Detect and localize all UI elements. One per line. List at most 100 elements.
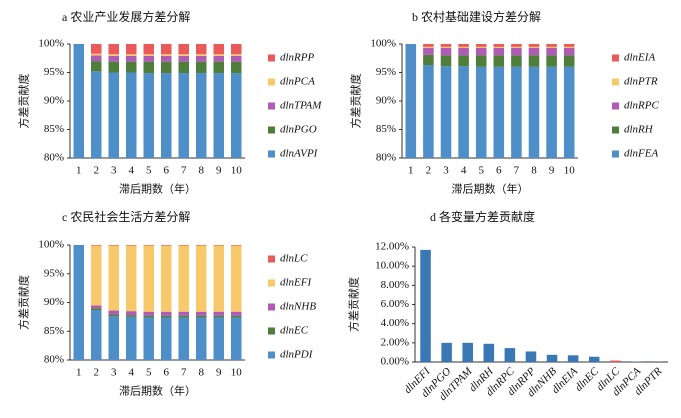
x-axis-label: 滞后期数（年）: [119, 182, 196, 196]
bar-segment: [231, 73, 242, 158]
legend-label: dlnLC: [280, 253, 308, 265]
x-tick-label: 1: [76, 165, 82, 177]
x-axis-label: 滞后期数（年）: [119, 384, 196, 398]
bar-segment: [91, 55, 102, 62]
x-tick-label: 3: [111, 165, 117, 177]
bar-segment: [143, 61, 154, 74]
bar-segment: [161, 54, 172, 56]
legend-swatch: [612, 102, 619, 110]
bar-segment: [196, 44, 207, 55]
bar: [567, 355, 579, 362]
bar-segment: [91, 309, 102, 360]
bar-segment: [423, 47, 434, 55]
bar-segment: [91, 308, 102, 310]
bar-segment: [213, 245, 224, 246]
legend-swatch: [612, 78, 619, 86]
x-tick-label: 4: [129, 367, 135, 379]
x-tick-label: 3: [443, 165, 449, 177]
y-tick-label: 85%: [44, 325, 64, 337]
x-tick-label: 10: [231, 165, 243, 177]
bar-segment: [511, 47, 522, 56]
x-tick-label: 1: [408, 165, 414, 177]
bar: [588, 356, 600, 362]
bar-segment: [546, 66, 557, 158]
bar: [504, 348, 516, 362]
legend-swatch: [268, 327, 275, 335]
bar-segment: [196, 245, 207, 312]
chart-title: a 农业产业发展方差分解: [62, 9, 190, 24]
bar-segment: [143, 44, 154, 55]
x-tick-label: 5: [146, 165, 152, 177]
bar-segment: [143, 245, 154, 312]
bar-segment: [108, 245, 119, 246]
legend-swatch: [268, 303, 275, 311]
bar-segment: [231, 61, 242, 74]
bar-segment: [143, 311, 154, 316]
y-tick-label: 0.00%: [381, 356, 409, 368]
bar-segment: [143, 55, 154, 62]
bar-segment: [143, 245, 154, 246]
x-tick-label: 6: [164, 165, 170, 177]
bar-segment: [546, 44, 557, 47]
bar-segment: [475, 47, 487, 56]
bar-segment: [126, 72, 137, 158]
legend-swatch: [612, 126, 619, 134]
legend-swatch: [268, 54, 275, 62]
bar-segment: [161, 55, 172, 62]
bar-segment: [511, 55, 522, 67]
y-tick-label: 90%: [44, 95, 64, 107]
bar-segment: [143, 54, 154, 56]
bar-segment: [563, 44, 575, 47]
bar-segment: [196, 317, 207, 360]
legend-swatch: [612, 150, 619, 158]
bar-segment: [231, 245, 242, 246]
bar-segment: [126, 55, 137, 62]
bar-segment: [528, 47, 540, 56]
bar-segment: [213, 315, 224, 318]
legend-swatch: [268, 150, 275, 158]
bar-segment: [178, 315, 189, 318]
bar-segment: [563, 66, 575, 158]
bar-segment: [563, 47, 575, 56]
bar-segment: [213, 245, 224, 312]
bar-segment: [528, 66, 540, 158]
bar-segment: [546, 46, 557, 48]
bar-segment: [178, 245, 189, 246]
bar-segment: [423, 44, 434, 47]
bar-segment: [126, 311, 137, 316]
bar-segment: [161, 245, 172, 246]
y-tick-label: 80%: [44, 152, 64, 164]
bar-segment: [475, 55, 487, 67]
x-tick-label: dlnEC: [573, 365, 602, 394]
bar-segment: [528, 46, 540, 48]
x-tick-label: 6: [496, 165, 502, 177]
bar-segment: [458, 47, 469, 56]
bar-segment: [563, 55, 575, 67]
bar-segment: [563, 46, 575, 48]
bar-segment: [91, 71, 102, 158]
bar-segment: [126, 245, 137, 312]
bar-segment: [161, 44, 172, 55]
x-tick-label: 2: [426, 165, 432, 177]
legend-label: dlnTPAM: [280, 100, 322, 112]
y-tick-label: 4.00%: [381, 317, 409, 329]
legend-label: dlnEIA: [624, 52, 655, 64]
bar-segment: [475, 44, 487, 47]
bar-segment: [143, 73, 154, 158]
bar-segment: [231, 317, 242, 360]
bar-segment: [213, 55, 224, 62]
bar-segment: [178, 311, 189, 316]
legend-label: dlnEC: [280, 325, 309, 337]
bar-segment: [458, 55, 469, 67]
y-tick-label: 100%: [38, 239, 64, 251]
x-tick-label: 10: [564, 165, 576, 177]
bar: [441, 342, 452, 362]
bar-segment: [231, 44, 242, 55]
legend-label: dlnAVPI: [280, 148, 319, 160]
y-tick-label: 100%: [38, 38, 64, 50]
legend-swatch: [268, 102, 275, 110]
bar-segment: [108, 310, 119, 315]
legend-swatch: [612, 54, 619, 62]
bar-segment: [213, 61, 224, 74]
legend-label: dlnRPC: [624, 100, 659, 112]
